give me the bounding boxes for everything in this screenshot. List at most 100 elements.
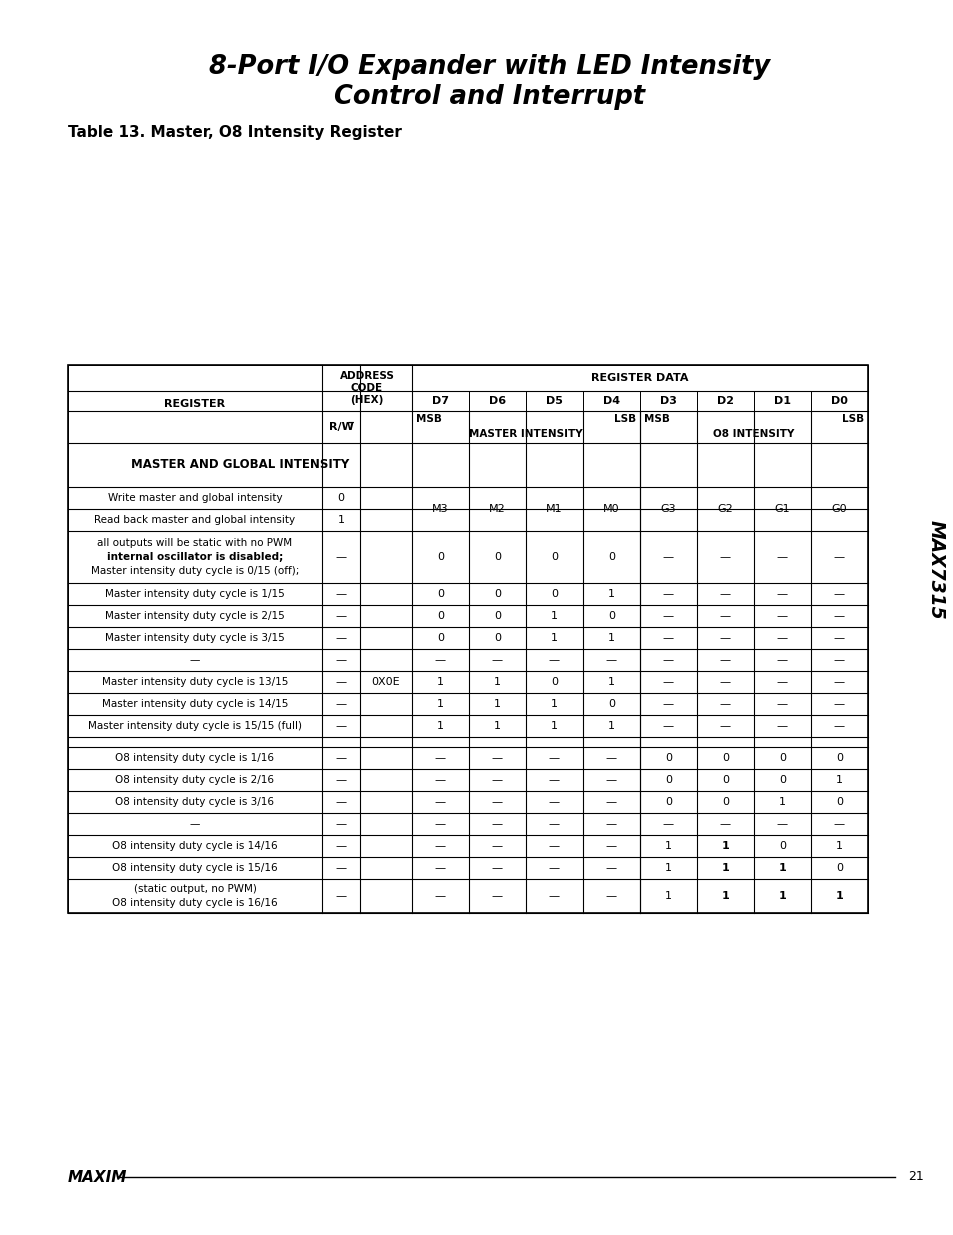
Text: D1: D1 <box>773 396 790 406</box>
Bar <box>359 487 412 509</box>
Bar <box>359 835 412 857</box>
Bar <box>359 747 412 769</box>
Bar <box>582 531 639 583</box>
Text: 1: 1 <box>720 890 729 902</box>
Text: 1: 1 <box>720 863 729 873</box>
Bar <box>639 531 697 583</box>
Bar <box>68 835 322 857</box>
Bar <box>810 650 867 671</box>
Text: Master intensity duty cycle is 15/15 (full): Master intensity duty cycle is 15/15 (fu… <box>88 721 302 731</box>
Bar <box>412 769 469 790</box>
Bar <box>639 790 697 813</box>
Text: —: — <box>662 634 674 643</box>
Bar <box>697 531 753 583</box>
Text: 0: 0 <box>436 552 443 562</box>
Bar <box>412 835 469 857</box>
Bar <box>810 443 867 487</box>
Text: Table 13. Master, O8 Intensity Register: Table 13. Master, O8 Intensity Register <box>68 126 401 141</box>
Text: 1: 1 <box>720 841 729 851</box>
Bar <box>810 391 867 411</box>
Text: 0: 0 <box>721 797 728 806</box>
Text: M1: M1 <box>546 504 562 514</box>
Bar <box>68 671 322 693</box>
Bar <box>322 790 359 813</box>
Bar <box>753 391 810 411</box>
Text: 1: 1 <box>835 776 842 785</box>
Text: M0: M0 <box>602 504 619 514</box>
Bar <box>359 790 412 813</box>
Bar <box>525 715 582 737</box>
Text: —: — <box>662 699 674 709</box>
Text: O8 intensity duty cycle is 16/16: O8 intensity duty cycle is 16/16 <box>112 898 277 908</box>
Bar <box>68 487 322 509</box>
Text: Read back master and global intensity: Read back master and global intensity <box>94 515 295 525</box>
Bar <box>412 747 469 769</box>
Text: M2: M2 <box>489 504 505 514</box>
Bar <box>412 650 469 671</box>
Text: 0: 0 <box>551 677 558 687</box>
Text: —: — <box>492 797 502 806</box>
Bar <box>753 531 810 583</box>
Text: 1: 1 <box>494 677 500 687</box>
Text: 0: 0 <box>337 493 344 503</box>
Bar <box>810 605 867 627</box>
Bar <box>68 769 322 790</box>
Bar <box>639 627 697 650</box>
Text: —: — <box>435 776 446 785</box>
Bar <box>525 737 582 747</box>
Bar <box>639 857 697 879</box>
Text: —: — <box>605 776 617 785</box>
Text: —: — <box>492 890 502 902</box>
Bar <box>68 879 322 913</box>
Text: —: — <box>190 655 200 664</box>
Bar <box>697 879 753 913</box>
Text: —: — <box>720 721 730 731</box>
Bar <box>68 790 322 813</box>
Text: Control and Interrupt: Control and Interrupt <box>335 84 645 110</box>
Bar <box>525 857 582 879</box>
Text: —: — <box>548 797 559 806</box>
Text: —: — <box>335 841 346 851</box>
Text: 0: 0 <box>494 634 500 643</box>
Bar <box>697 391 753 411</box>
Text: —: — <box>833 655 844 664</box>
Text: —: — <box>435 655 446 664</box>
Bar <box>68 650 322 671</box>
Bar <box>582 627 639 650</box>
Bar <box>469 487 525 531</box>
Bar <box>359 693 412 715</box>
Bar <box>697 583 753 605</box>
Text: ADDRESS
CODE
(HEX): ADDRESS CODE (HEX) <box>339 372 394 405</box>
Bar <box>469 693 525 715</box>
Text: —: — <box>435 841 446 851</box>
Bar <box>469 443 525 487</box>
Bar <box>582 857 639 879</box>
Bar <box>697 715 753 737</box>
Bar <box>68 747 322 769</box>
Bar <box>68 693 322 715</box>
Bar <box>582 443 639 487</box>
Bar <box>525 650 582 671</box>
Bar <box>639 835 697 857</box>
Bar <box>697 790 753 813</box>
Bar <box>525 813 582 835</box>
Bar <box>753 813 810 835</box>
Text: —: — <box>662 655 674 664</box>
Text: 1: 1 <box>436 699 443 709</box>
Bar <box>469 583 525 605</box>
Bar <box>412 487 469 531</box>
Bar <box>525 693 582 715</box>
Bar <box>469 671 525 693</box>
Text: —: — <box>776 552 787 562</box>
Text: LSB: LSB <box>841 414 863 424</box>
Text: 1: 1 <box>607 721 615 731</box>
Text: Master intensity duty cycle is 13/15: Master intensity duty cycle is 13/15 <box>102 677 288 687</box>
Text: —: — <box>776 721 787 731</box>
Text: —: — <box>776 677 787 687</box>
Text: —: — <box>833 699 844 709</box>
Bar <box>469 737 525 747</box>
Text: —: — <box>776 655 787 664</box>
Text: O8 intensity duty cycle is 14/16: O8 intensity duty cycle is 14/16 <box>112 841 277 851</box>
Bar <box>322 366 412 411</box>
Bar <box>582 769 639 790</box>
